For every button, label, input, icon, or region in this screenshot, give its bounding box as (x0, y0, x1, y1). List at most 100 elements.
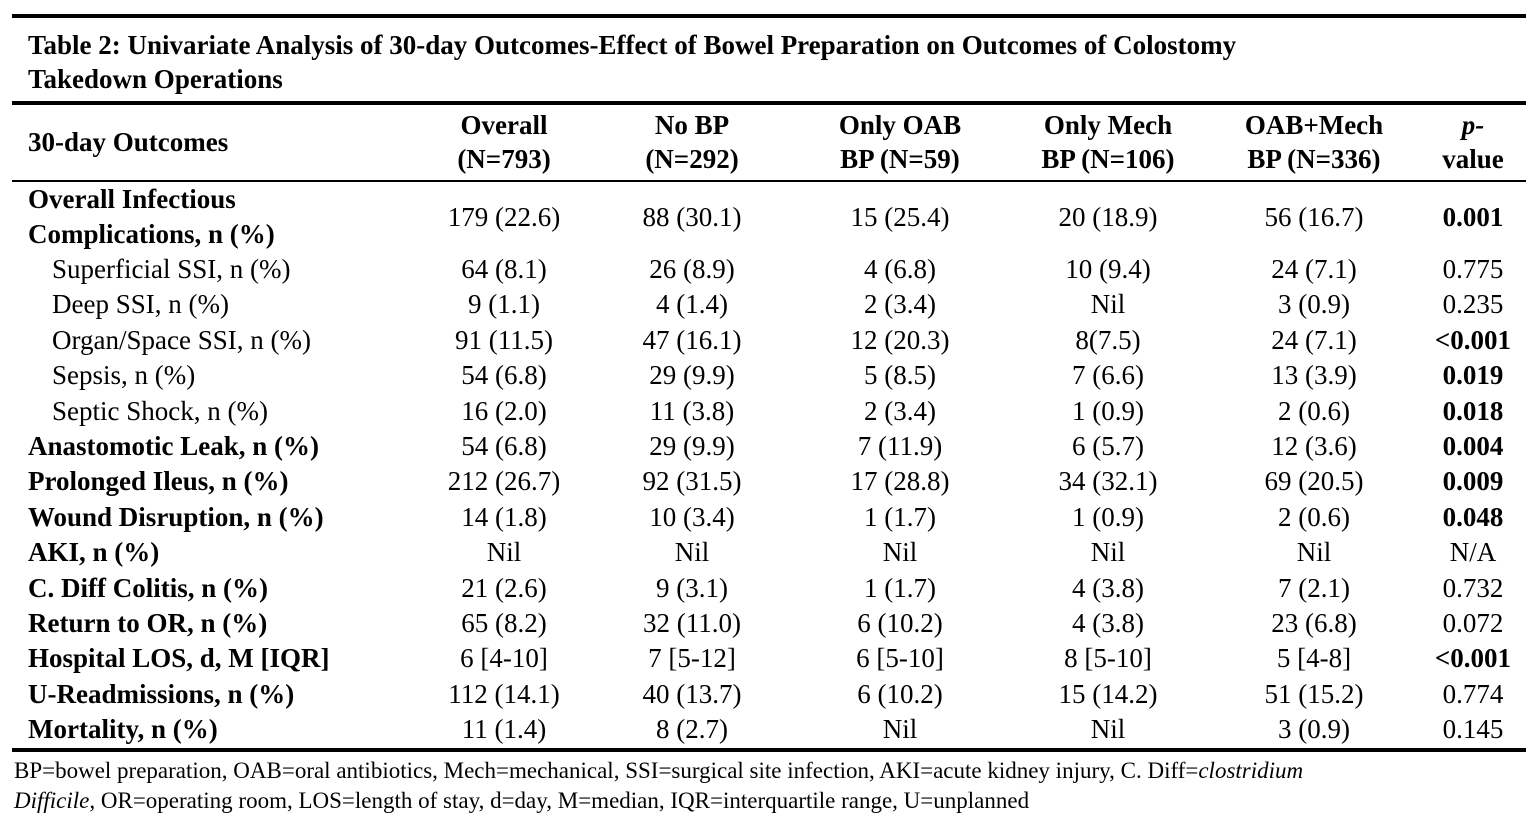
p-value-cell: 0.732 (1442, 572, 1504, 603)
p-value-cell: 0.001 (1442, 201, 1504, 232)
table-cell: 29 (9.9) (649, 431, 735, 462)
table-cell: 17 (28.8) (850, 466, 950, 497)
table-cell: 8 (2.7) (656, 714, 728, 745)
header-overall: Overall (N=793) (457, 110, 551, 174)
table-cell: 9 (3.1) (656, 572, 728, 603)
table-cell: 3 (0.9) (1278, 289, 1350, 320)
table-row: Organ/Space SSI, n (%) 91 (11.5) 47 (16.1)… (12, 323, 1526, 358)
table-cell: 40 (13.7) (642, 678, 742, 709)
table-cell: 14 (1.8) (461, 501, 547, 532)
table-cell: 5 [4-8] (1276, 643, 1352, 674)
table-cell: 5 (8.5) (864, 360, 936, 391)
table-row: Hospital LOS, d, M [IQR] 6 [4-10] 7 [5-12]… (12, 641, 1526, 676)
table-cell: 88 (30.1) (642, 201, 742, 232)
table-cell: 12 (20.3) (850, 324, 950, 355)
table-row: U-Readmissions, n (%) 112 (14.1) 40 (13.7)… (12, 677, 1526, 712)
header-only-oab: Only OAB BP (N=59) (838, 110, 962, 174)
table-cell: 2 (0.6) (1278, 395, 1350, 426)
p-value-cell: <0.001 (1434, 643, 1512, 674)
table-cell: 11 (3.8) (649, 395, 735, 426)
table-caption: Table 2: Univariate Analysis of 30-day O… (12, 18, 1526, 101)
table-cell: 51 (15.2) (1264, 678, 1364, 709)
row-label: Organ/Space SSI, n (%) (52, 324, 311, 355)
p-value-cell: 0.019 (1442, 360, 1504, 391)
table-cell: Nil (1090, 537, 1126, 568)
p-value-cell: 0.004 (1442, 431, 1504, 462)
row-label: Return to OR, n (%) (28, 608, 268, 639)
p-value-cell: 0.774 (1442, 678, 1504, 709)
table-cell: 7 [5-12] (648, 643, 736, 674)
table-cell: 3 (0.9) (1278, 714, 1350, 745)
table-cell: 2 (0.6) (1278, 501, 1350, 532)
table-cell: 1 (1.7) (864, 572, 936, 603)
row-label: Hospital LOS, d, M [IQR] (28, 643, 330, 674)
p-value-cell: 0.145 (1442, 714, 1504, 745)
table-cell: 7 (6.6) (1072, 360, 1144, 391)
table-cell: 1 (0.9) (1072, 395, 1144, 426)
table-cell: 20 (18.9) (1058, 201, 1158, 232)
table-cell: 2 (3.4) (864, 289, 936, 320)
header-only-mech: Only Mech BP (N=106) (1041, 110, 1175, 174)
table-cell: 91 (11.5) (455, 324, 553, 355)
table-cell: 11 (1.4) (461, 714, 547, 745)
table-cell: 24 (7.1) (1271, 324, 1357, 355)
p-value-cell: 0.775 (1442, 254, 1504, 284)
footnote: BP=bowel preparation, OAB=oral antibioti… (14, 757, 1304, 813)
table-row: Sepsis, n (%) 54 (6.8) 29 (9.9) 5 (8.5) 7 (6… (12, 358, 1526, 393)
table-cell: 6 (10.2) (857, 608, 943, 639)
table-cell: 7 (2.1) (1278, 572, 1350, 603)
table-cell: 2 (3.4) (864, 395, 936, 426)
outcomes-table-body: Overall Infectious Complications, n (%) 17… (12, 182, 1526, 748)
row-label: Sepsis, n (%) (52, 360, 196, 391)
header-oab-mech: OAB+Mech BP (N=336) (1244, 110, 1384, 174)
table-cell: 92 (31.5) (642, 466, 742, 497)
table-cell: Nil (882, 714, 918, 745)
p-value-cell: 0.235 (1442, 289, 1504, 320)
table-container: Table 2: Univariate Analysis of 30-day O… (12, 0, 1526, 816)
header-p-value: p-value (1442, 110, 1504, 174)
header-bottom-rule (12, 180, 1526, 182)
table-row: Prolonged Ileus, n (%) 212 (26.7) 92 (31.5… (12, 464, 1526, 499)
p-value-cell: 0.018 (1442, 395, 1504, 426)
table-cell: 10 (9.4) (1065, 254, 1151, 284)
table-cell: 16 (2.0) (461, 395, 547, 426)
header-row: 30-day Outcomes Overall (N=793) No BP (N=2… (12, 105, 1526, 180)
row-label: Prolonged Ileus, n (%) (28, 466, 289, 497)
table-cell: 15 (25.4) (850, 201, 950, 232)
row-label: U-Readmissions, n (%) (28, 678, 295, 709)
table-cell: 13 (3.9) (1271, 360, 1357, 391)
table-cell: 4 (3.8) (1072, 608, 1144, 639)
table-cell: 64 (8.1) (461, 254, 547, 284)
p-value-cell: <0.001 (1434, 324, 1512, 355)
p-value-cell: 0.009 (1442, 466, 1504, 497)
table-cell: 4 (3.8) (1072, 572, 1144, 603)
table-cell: 179 (22.6) (447, 201, 561, 232)
table-cell: 6 [4-10] (460, 643, 548, 674)
table-cell: 8(7.5) (1075, 324, 1141, 355)
table-row: AKI, n (%) Nil Nil Nil Nil Nil N/A (12, 535, 1526, 570)
header-outcomes: 30-day Outcomes (28, 127, 229, 157)
table-cell: 4 (1.4) (656, 289, 728, 320)
table-cell: Nil (1090, 289, 1126, 320)
table-cell: 65 (8.2) (461, 608, 547, 639)
table-cell: 212 (26.7) (447, 466, 561, 497)
table-cell: 112 (14.1) (448, 678, 560, 709)
header-top-rule (12, 101, 1526, 105)
table-body: Overall Infectious Complications, n (%) 17… (12, 182, 1526, 748)
row-label: Overall Infectious Complications, n (%) (28, 184, 275, 249)
table-row: Superficial SSI, n (%) 64 (8.1) 26 (8.9) 4 … (12, 252, 1526, 287)
table-cell: 10 (3.4) (649, 501, 735, 532)
table-row: Wound Disruption, n (%) 14 (1.8) 10 (3.4) 1… (12, 500, 1526, 535)
p-value-cell: N/A (1449, 537, 1497, 568)
row-label: Wound Disruption, n (%) (28, 501, 324, 532)
table-cell: 23 (6.8) (1271, 608, 1357, 639)
table-cell: 24 (7.1) (1271, 254, 1357, 284)
row-label: Mortality, n (%) (28, 714, 218, 745)
caption-line-1: Table 2: Univariate Analysis of 30-day O… (28, 30, 1237, 60)
table-row: Overall Infectious Complications, n (%) 17… (12, 182, 1526, 252)
table-cell: 8 [5-10] (1064, 643, 1152, 674)
row-label: Septic Shock, n (%) (52, 395, 268, 426)
table-row: Mortality, n (%) 11 (1.4) 8 (2.7) Nil Nil 3 (… (12, 712, 1526, 747)
bottom-rule (12, 747, 1526, 752)
caption-line-2: Takedown Operations (28, 64, 283, 94)
